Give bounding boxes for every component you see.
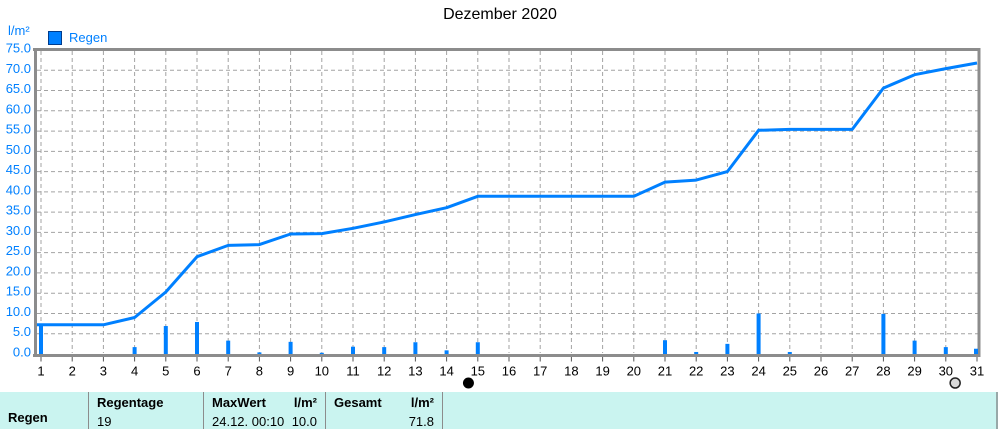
svg-text:21: 21 [658, 364, 672, 379]
svg-text:19: 19 [595, 364, 609, 379]
table-regentage-cell: Regentage 19 [88, 392, 203, 429]
svg-text:30: 30 [939, 364, 953, 379]
svg-text:24: 24 [751, 364, 765, 379]
y-tick-labels: 0.0 5.0 10.0 15.0 20.0 25.0 30.0 35.0 40.0 45.0 50… [6, 41, 31, 360]
gesamt-value: 71.8 [408, 414, 434, 429]
maxwert-timestamp: 24.12. 00:10 [212, 414, 285, 429]
y-axis-unit-label: l/m² [8, 23, 30, 38]
legend: Regen [48, 30, 107, 45]
svg-text:25.0: 25.0 [6, 243, 31, 258]
svg-text:65.0: 65.0 [6, 81, 31, 96]
svg-text:10: 10 [315, 364, 329, 379]
svg-text:13: 13 [408, 364, 422, 379]
x-tick-labels: 1 2 3 4 5 6 7 8 9 10 11 12 13 14 15 16 17 18 19 20 21 22 23 24 2… [37, 364, 984, 379]
svg-text:75.0: 75.0 [6, 41, 31, 56]
svg-text:15.0: 15.0 [6, 284, 31, 299]
axis-frame [33, 48, 981, 357]
svg-text:11: 11 [346, 364, 360, 379]
svg-text:20.0: 20.0 [6, 263, 31, 278]
rain-bars-series [39, 313, 978, 354]
svg-text:17: 17 [533, 364, 547, 379]
svg-text:55.0: 55.0 [6, 122, 31, 137]
svg-text:40.0: 40.0 [6, 182, 31, 197]
svg-text:2: 2 [69, 364, 76, 379]
svg-text:70.0: 70.0 [6, 61, 31, 76]
svg-text:5: 5 [162, 364, 169, 379]
svg-text:7: 7 [225, 364, 232, 379]
summary-table: Regen Regentage 19 MaxWert l/m² 24.12. 0… [0, 392, 998, 429]
svg-text:18: 18 [564, 364, 578, 379]
svg-text:30.0: 30.0 [6, 223, 31, 238]
table-empty-cell [442, 392, 996, 429]
svg-text:25: 25 [783, 364, 797, 379]
svg-text:29: 29 [907, 364, 921, 379]
svg-text:60.0: 60.0 [6, 101, 31, 116]
table-gesamt-cell: Gesamt l/m² 71.8 [325, 392, 442, 429]
svg-text:15: 15 [471, 364, 485, 379]
svg-text:27: 27 [845, 364, 859, 379]
maxwert-value: 10.0 [291, 414, 317, 429]
full-moon-icon [949, 377, 961, 389]
axis-ticks [40, 357, 978, 362]
svg-text:22: 22 [689, 364, 703, 379]
legend-swatch-icon [48, 30, 62, 45]
y-gridlines [37, 69, 978, 335]
svg-text:10.0: 10.0 [6, 304, 31, 319]
table-row-label-cell: Regen [0, 392, 88, 429]
svg-text:50.0: 50.0 [6, 142, 31, 157]
svg-text:23: 23 [720, 364, 734, 379]
table-row-label: Regen [8, 410, 48, 425]
svg-text:35.0: 35.0 [6, 203, 31, 218]
table-maxwert-cell: MaxWert l/m² 24.12. 00:10 10.0 [203, 392, 325, 429]
gesamt-header: Gesamt [334, 395, 382, 410]
maxwert-header: MaxWert [212, 395, 266, 410]
chart-title: Dezember 2020 [443, 6, 557, 23]
svg-text:8: 8 [256, 364, 263, 379]
svg-text:16: 16 [502, 364, 516, 379]
gesamt-unit: l/m² [410, 395, 434, 410]
svg-text:14: 14 [439, 364, 453, 379]
legend-label: Regen [69, 30, 108, 45]
svg-text:1: 1 [37, 364, 44, 379]
svg-text:6: 6 [193, 364, 200, 379]
regentage-value: 19 [97, 414, 112, 429]
svg-text:31: 31 [970, 364, 984, 379]
svg-text:0.0: 0.0 [13, 345, 31, 360]
svg-text:3: 3 [100, 364, 107, 379]
cumulative-rain-line [37, 61, 978, 327]
regentage-header: Regentage [97, 395, 164, 410]
svg-text:26: 26 [814, 364, 828, 379]
maxwert-unit: l/m² [293, 395, 317, 410]
svg-text:9: 9 [287, 364, 294, 379]
x-gridlines [40, 51, 947, 353]
svg-text:28: 28 [876, 364, 890, 379]
svg-text:20: 20 [627, 364, 641, 379]
svg-text:45.0: 45.0 [6, 162, 31, 177]
svg-text:12: 12 [377, 364, 391, 379]
svg-text:5.0: 5.0 [13, 324, 31, 339]
svg-text:4: 4 [131, 364, 138, 379]
new-moon-icon [462, 377, 474, 389]
